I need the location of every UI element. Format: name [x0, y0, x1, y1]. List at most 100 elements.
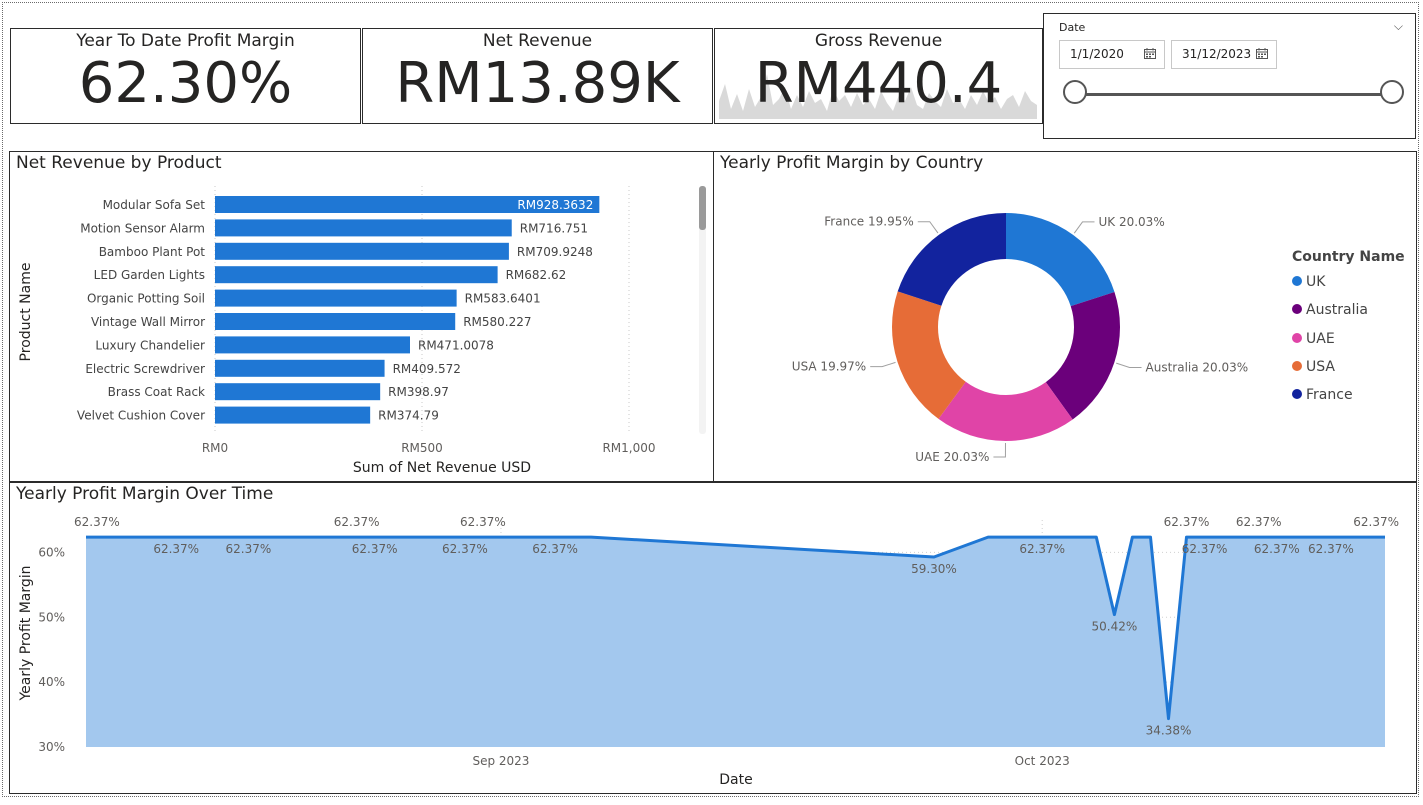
net-revenue-by-product-panel: Net Revenue by Product RM0 RM500 RM1,000 Mo…	[9, 151, 714, 482]
data-label: 62.37%	[1236, 515, 1282, 529]
data-label: RM928.3632	[517, 198, 593, 212]
category-label: Brass Coat Rack	[108, 385, 205, 399]
data-label: 62.37%	[1353, 515, 1399, 529]
category-label: Velvet Cushion Cover	[77, 409, 205, 423]
start-date-value: 1/1/2020	[1070, 47, 1124, 61]
area-fill	[86, 537, 1385, 747]
data-label: 62.37%	[532, 542, 578, 556]
start-date-input[interactable]: 1/1/2020	[1059, 40, 1165, 69]
data-label: RM580.227	[463, 315, 531, 329]
data-label: 62.37%	[334, 515, 380, 529]
date-slider-track[interactable]	[1074, 93, 1391, 96]
bar[interactable]	[215, 196, 600, 213]
legend-label: Australia	[1306, 302, 1368, 319]
leader-line	[993, 442, 1006, 458]
card-title: Net Revenue	[482, 31, 593, 51]
data-label: RM709.9248	[517, 245, 593, 259]
y-tick-label: 60%	[38, 545, 65, 559]
date-slicer: Date ⌵ 1/1/2020 31/12/2023	[1043, 13, 1416, 139]
category-label: Organic Potting Soil	[87, 292, 205, 306]
net-revenue-bar-chart: RM0 RM500 RM1,000 Modular Sofa Set RM928.363…	[18, 186, 656, 476]
bar[interactable]	[215, 219, 512, 237]
end-date-input[interactable]: 31/12/2023	[1171, 40, 1277, 69]
legend-item[interactable]: UK	[1292, 274, 1325, 290]
ytd-profit-margin-card[interactable]: Year To Date Profit Margin 62.30%	[10, 28, 361, 124]
leader-line	[917, 221, 939, 234]
profit-margin-by-country-panel: Yearly Profit Margin by Country UK 20.03…	[713, 151, 1417, 482]
donut-slice[interactable]	[1045, 291, 1120, 420]
slice-label: France 19.95%	[824, 215, 913, 229]
donut-slice[interactable]	[892, 291, 966, 419]
leader-line	[1116, 362, 1142, 368]
bar[interactable]	[215, 383, 381, 401]
panel-title: Yearly Profit Margin by Country	[720, 153, 984, 173]
slice-label: Australia 20.03%	[1146, 360, 1249, 374]
data-label: RM716.751	[520, 221, 588, 235]
data-label: RM583.6401	[465, 292, 541, 306]
data-label: 62.37%	[460, 515, 506, 529]
slice-label: UAE 20.03%	[915, 450, 989, 464]
category-label: Vintage Wall Mirror	[91, 315, 205, 329]
chevron-down-icon[interactable]: ⌵	[1393, 19, 1403, 33]
date-slider-end-handle[interactable]	[1380, 80, 1404, 104]
date-slider-start-handle[interactable]	[1063, 80, 1087, 104]
legend-label: France	[1306, 387, 1353, 404]
category-label: Electric Screwdriver	[85, 362, 205, 376]
x-tick-label: RM1,000	[602, 441, 655, 455]
data-label: 62.37%	[1164, 515, 1210, 529]
bar[interactable]	[215, 289, 457, 307]
profit-margin-line[interactable]	[86, 535, 1385, 721]
x-tick-label: Oct 2023	[1015, 754, 1070, 768]
bar[interactable]	[215, 359, 385, 377]
legend-title: Country Name	[1292, 249, 1405, 265]
x-tick-label: Sep 2023	[472, 754, 529, 768]
card-value: 62.30%	[78, 51, 293, 116]
leader-line	[1073, 221, 1095, 234]
y-tick-label: 30%	[38, 740, 65, 754]
country-donut-chart: UK 20.03% Australia 20.03% UAE 20.03% USA 1…	[792, 212, 1249, 464]
gross-revenue-sparkline	[719, 74, 1037, 119]
legend-item[interactable]: France	[1292, 387, 1353, 403]
donut-slice[interactable]	[1006, 213, 1115, 307]
calendar-icon[interactable]	[1144, 48, 1156, 59]
scrollbar[interactable]	[699, 186, 706, 434]
slice-label: USA 19.97%	[792, 360, 866, 374]
y-tick-label: 40%	[38, 675, 65, 689]
legend-label: USA	[1306, 358, 1335, 375]
x-tick-label: RM0	[202, 441, 228, 455]
slicer-title: Date	[1059, 21, 1086, 34]
card-value: RM13.89K	[395, 51, 680, 116]
legend-marker	[1292, 389, 1302, 400]
bar[interactable]	[215, 242, 509, 260]
end-date-value: 31/12/2023	[1182, 47, 1252, 61]
donut-slice[interactable]	[897, 212, 1006, 306]
net-revenue-card[interactable]: Net Revenue RM13.89K	[362, 28, 713, 124]
legend-item[interactable]: UAE	[1292, 331, 1335, 347]
scrollbar-thumb[interactable]	[699, 186, 706, 230]
category-label: LED Garden Lights	[94, 268, 205, 282]
legend-label: UK	[1306, 274, 1326, 290]
category-label: Motion Sensor Alarm	[80, 221, 205, 235]
y-axis-title: Product Name	[18, 263, 34, 362]
data-label: 62.37%	[352, 542, 398, 556]
legend-item[interactable]: Australia	[1292, 302, 1368, 318]
data-label: 62.37%	[153, 542, 199, 556]
gross-revenue-card[interactable]: Gross Revenue RM440.4	[714, 28, 1043, 124]
data-label: 62.37%	[1019, 542, 1065, 556]
card-title: Year To Date Profit Margin	[76, 31, 295, 51]
leader-line	[870, 361, 896, 368]
calendar-icon[interactable]	[1256, 48, 1268, 59]
data-label: RM374.79	[378, 409, 439, 423]
slice-label: UK 20.03%	[1099, 215, 1165, 229]
bar[interactable]	[215, 336, 410, 354]
bar[interactable]	[215, 266, 498, 284]
donut-slice[interactable]	[938, 381, 1073, 441]
category-label: Luxury Chandelier	[95, 338, 205, 352]
data-label: 50.42%	[1091, 620, 1137, 634]
legend-item[interactable]: USA	[1292, 359, 1335, 375]
bar[interactable]	[215, 313, 456, 330]
bar[interactable]	[215, 406, 371, 424]
data-label: 62.37%	[442, 542, 488, 556]
data-label: 62.37%	[1308, 542, 1354, 556]
